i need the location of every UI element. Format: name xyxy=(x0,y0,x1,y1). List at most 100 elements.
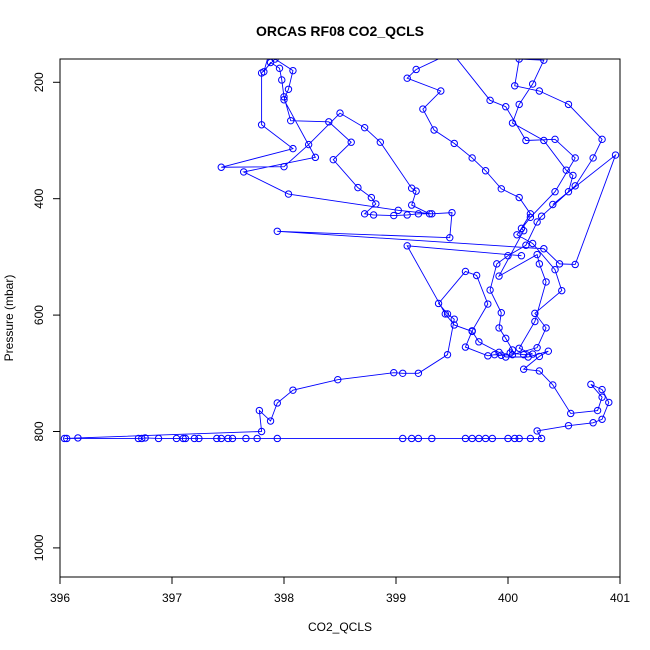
data-point xyxy=(407,184,416,192)
data-point xyxy=(551,135,559,144)
data-point xyxy=(540,59,548,64)
data-point xyxy=(542,324,550,332)
data-point xyxy=(598,415,606,423)
data-point xyxy=(508,350,517,359)
data-point xyxy=(273,227,281,235)
data-point xyxy=(412,65,420,74)
data-point xyxy=(461,267,470,276)
data-point xyxy=(334,375,342,384)
series-line xyxy=(64,59,617,439)
data-point xyxy=(511,434,519,443)
data-point xyxy=(528,80,537,88)
data-point xyxy=(531,309,539,318)
data-point xyxy=(537,212,546,220)
data-point xyxy=(60,434,69,443)
data-point xyxy=(407,201,416,209)
data-point xyxy=(535,352,544,361)
data-point xyxy=(488,434,497,443)
data-point xyxy=(242,434,250,443)
data-point xyxy=(284,85,293,93)
data-point xyxy=(486,286,494,294)
data-point xyxy=(504,252,512,260)
data-point xyxy=(394,206,402,215)
data-point xyxy=(74,434,82,442)
data-point xyxy=(360,123,369,132)
data-point xyxy=(63,434,71,443)
data-point xyxy=(399,369,407,377)
data-point xyxy=(311,153,320,162)
data-point xyxy=(428,434,436,443)
data-point xyxy=(526,434,535,443)
data-point xyxy=(598,385,606,394)
y-tick-label: 200 xyxy=(32,72,46,92)
data-point xyxy=(179,434,187,443)
data-point xyxy=(551,265,559,274)
data-point xyxy=(289,144,297,153)
data-point xyxy=(562,166,570,174)
data-point xyxy=(289,386,297,394)
data-point xyxy=(257,427,266,436)
y-tick-label: 800 xyxy=(32,421,46,441)
data-point xyxy=(524,353,532,361)
data-point xyxy=(419,105,427,113)
y-tick-label: 400 xyxy=(32,188,46,208)
data-point xyxy=(443,350,452,359)
data-point xyxy=(549,381,557,389)
data-point xyxy=(571,260,579,269)
data-point xyxy=(598,393,606,401)
data-point xyxy=(280,162,288,171)
data-point xyxy=(497,185,505,193)
data-point xyxy=(564,100,573,109)
data-point xyxy=(519,350,528,359)
data-point xyxy=(367,193,376,202)
data-point xyxy=(266,59,271,60)
data-point xyxy=(414,369,423,377)
x-tick-label: 401 xyxy=(610,591,630,605)
data-point xyxy=(468,327,476,336)
data-point xyxy=(228,434,237,443)
data-point xyxy=(369,211,378,219)
data-point xyxy=(571,154,579,162)
data-point xyxy=(558,286,566,295)
x-axis: 396 397 398 399 400 401 xyxy=(50,577,630,605)
data-point xyxy=(515,344,523,352)
data-point xyxy=(611,151,620,159)
data-point xyxy=(468,154,476,162)
data-point xyxy=(564,421,573,430)
data-point xyxy=(533,218,541,226)
data-point xyxy=(522,241,530,249)
data-point xyxy=(403,74,411,82)
data-point xyxy=(589,154,597,162)
data-point xyxy=(555,260,564,268)
data-point xyxy=(564,188,573,196)
data-point xyxy=(537,434,546,443)
data-point xyxy=(376,138,385,146)
data-point xyxy=(434,299,443,308)
data-point xyxy=(425,210,434,218)
data-point xyxy=(481,167,490,175)
data-point xyxy=(325,118,333,126)
x-tick-label: 398 xyxy=(274,591,294,605)
data-point xyxy=(526,213,535,222)
data-point xyxy=(354,183,362,192)
data-point xyxy=(414,434,423,443)
data-point xyxy=(273,434,281,443)
data-point xyxy=(181,434,190,443)
data-point xyxy=(598,135,606,144)
data-point xyxy=(531,317,539,326)
x-tick-label: 397 xyxy=(162,591,182,605)
data-point xyxy=(284,190,293,198)
data-point xyxy=(515,59,523,63)
data-point xyxy=(497,309,505,317)
data-point xyxy=(443,310,452,318)
data-point xyxy=(517,252,526,260)
data-point xyxy=(390,211,398,220)
data-point xyxy=(138,434,146,443)
data-point xyxy=(414,210,423,218)
data-point xyxy=(495,272,503,280)
data-point xyxy=(271,59,279,63)
data-point xyxy=(289,66,297,75)
data-point xyxy=(224,434,232,443)
data-point xyxy=(255,406,264,415)
data-point xyxy=(542,278,550,286)
